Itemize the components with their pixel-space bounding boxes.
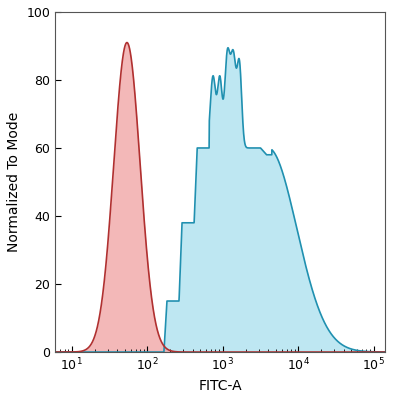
Y-axis label: Normalized To Mode: Normalized To Mode xyxy=(7,112,21,252)
X-axis label: FITC-A: FITC-A xyxy=(198,379,242,393)
